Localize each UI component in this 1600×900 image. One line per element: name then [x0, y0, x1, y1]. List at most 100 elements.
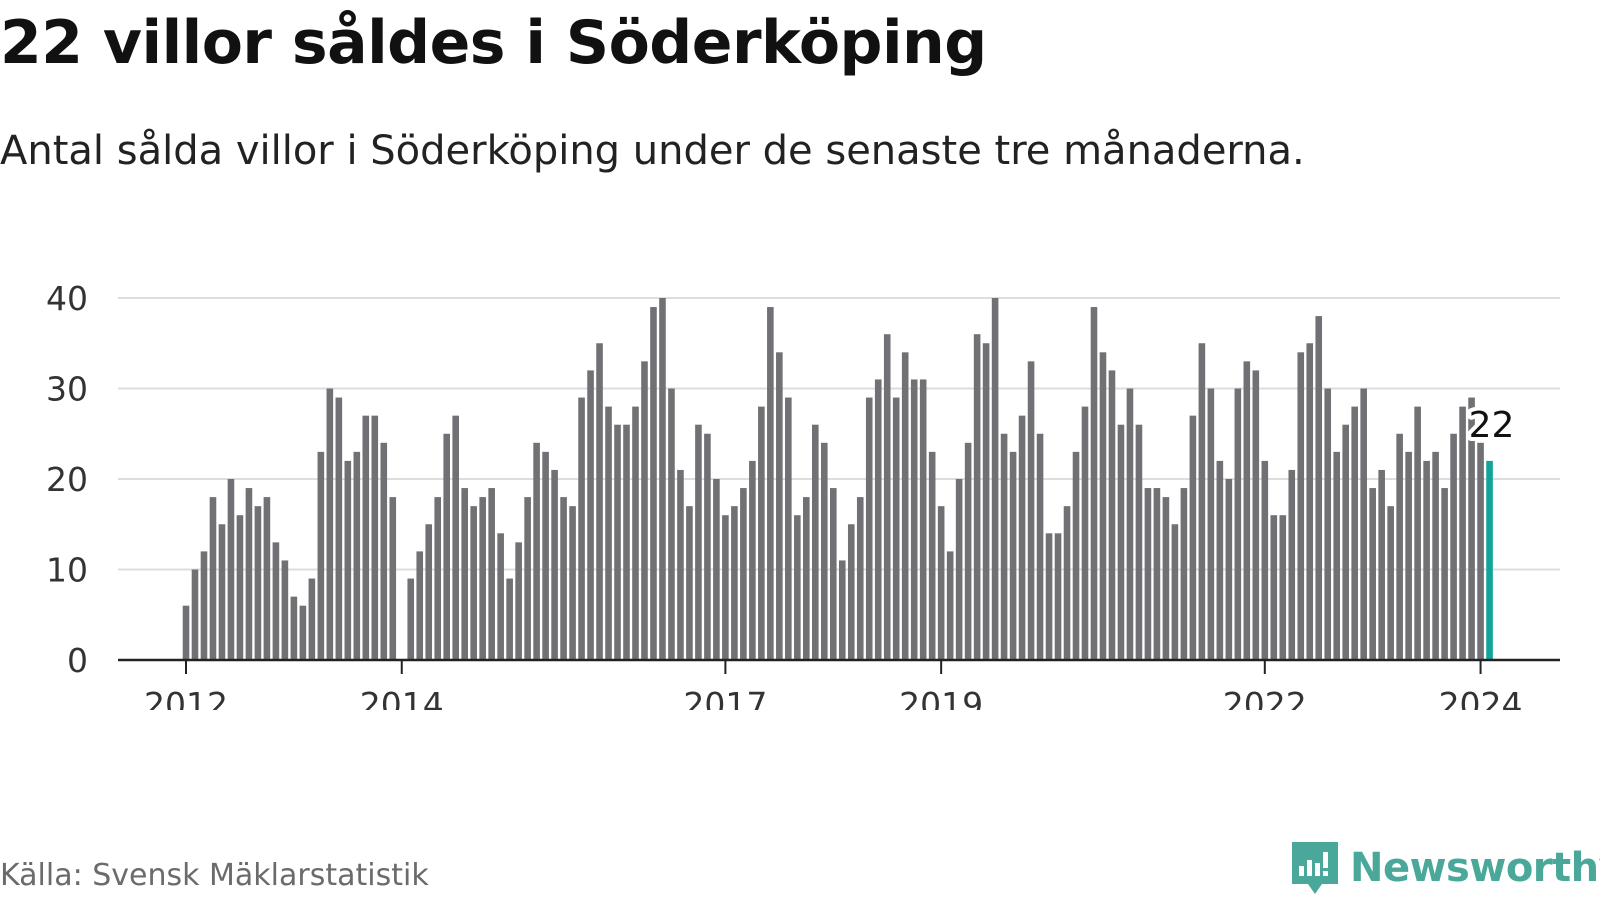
y-tick-label: 10	[46, 551, 88, 590]
data-label: 22	[1469, 405, 1515, 446]
bar	[1279, 515, 1287, 660]
bar	[1036, 433, 1044, 660]
bar-chart: 0 10 20 30 40 2012 2014 2017 2019 2022 2024 22	[46, 279, 1560, 710]
bar	[919, 379, 927, 660]
bar	[1207, 388, 1215, 660]
bar-highlight	[1486, 460, 1493, 660]
bar	[1477, 442, 1484, 660]
bar	[955, 479, 963, 660]
bar	[946, 551, 954, 660]
bar	[254, 506, 262, 660]
bar	[218, 524, 226, 660]
bar	[1243, 361, 1251, 660]
bar	[677, 469, 684, 660]
bar	[1387, 506, 1394, 660]
bar	[1117, 424, 1125, 660]
bar	[1027, 361, 1035, 660]
bar	[785, 397, 792, 660]
bar	[659, 298, 666, 660]
bar	[1072, 451, 1080, 660]
bar	[551, 469, 558, 660]
bar	[1153, 488, 1161, 660]
bar	[1000, 433, 1008, 660]
bar	[1180, 488, 1188, 660]
bar	[1252, 370, 1260, 660]
bar	[695, 424, 702, 660]
bar	[506, 578, 513, 660]
bar	[1441, 488, 1448, 660]
bar	[740, 488, 747, 660]
bar	[1423, 460, 1430, 660]
bar	[227, 479, 235, 660]
y-tick-label: 0	[67, 641, 88, 680]
bar	[1135, 424, 1143, 660]
bar	[290, 596, 298, 660]
bar	[1171, 524, 1179, 660]
bar	[569, 506, 576, 660]
bar	[650, 307, 657, 660]
bar	[1378, 469, 1385, 660]
bar	[470, 506, 477, 660]
bar	[1342, 424, 1350, 660]
bar	[389, 497, 397, 660]
bar	[335, 397, 343, 660]
bar	[668, 388, 675, 660]
y-tick-label: 30	[46, 370, 88, 409]
bar	[488, 488, 495, 660]
bar	[362, 415, 370, 660]
bar	[722, 515, 729, 660]
bar	[1297, 352, 1305, 660]
bar	[641, 361, 648, 660]
bar	[883, 334, 891, 660]
bar	[1333, 451, 1341, 660]
bar	[434, 497, 442, 660]
bar	[713, 479, 720, 660]
y-tick-label: 40	[46, 279, 88, 318]
bar	[182, 605, 190, 660]
bar	[812, 424, 819, 660]
logo-text: Newsworthy	[1350, 845, 1600, 891]
bar	[1360, 388, 1367, 660]
bar	[1369, 488, 1376, 660]
bar	[1018, 415, 1026, 660]
bar	[497, 533, 504, 660]
bar	[263, 497, 271, 660]
bar	[452, 415, 459, 660]
bar	[1450, 433, 1457, 660]
bar	[542, 451, 549, 660]
bar	[704, 433, 711, 660]
bar	[326, 388, 334, 660]
bar	[560, 497, 567, 660]
bar	[1234, 388, 1242, 660]
newsworthy-logo: Newsworthy	[1290, 840, 1600, 896]
bar	[838, 560, 846, 660]
x-tick-label: 2012	[144, 685, 228, 710]
bar	[515, 542, 522, 660]
bar	[461, 488, 468, 660]
bar	[416, 551, 424, 660]
y-tick-label: 20	[46, 460, 88, 499]
bar	[928, 451, 936, 660]
bar	[614, 424, 621, 660]
bar	[578, 397, 585, 660]
bar	[1288, 469, 1296, 660]
bar	[865, 397, 873, 660]
bar	[605, 406, 612, 660]
chart-subtitle: Antal sålda villor i Söderköping under d…	[0, 128, 1305, 174]
bar	[1468, 397, 1475, 660]
bar	[1009, 451, 1017, 660]
bar	[380, 442, 388, 660]
x-tick-label: 2014	[360, 685, 444, 710]
x-tick-label: 2024	[1439, 685, 1523, 710]
bar	[1189, 415, 1197, 660]
newsworthy-logo-icon	[1292, 842, 1338, 894]
bar	[371, 415, 379, 660]
bar	[281, 560, 289, 660]
bar	[524, 497, 531, 660]
x-tick-label: 2022	[1223, 685, 1307, 710]
bar	[353, 451, 361, 660]
bar	[1306, 343, 1314, 660]
bar	[272, 542, 280, 660]
bar	[1162, 497, 1170, 660]
chart-title: 22 villor såldes i Söderköping	[0, 8, 987, 78]
